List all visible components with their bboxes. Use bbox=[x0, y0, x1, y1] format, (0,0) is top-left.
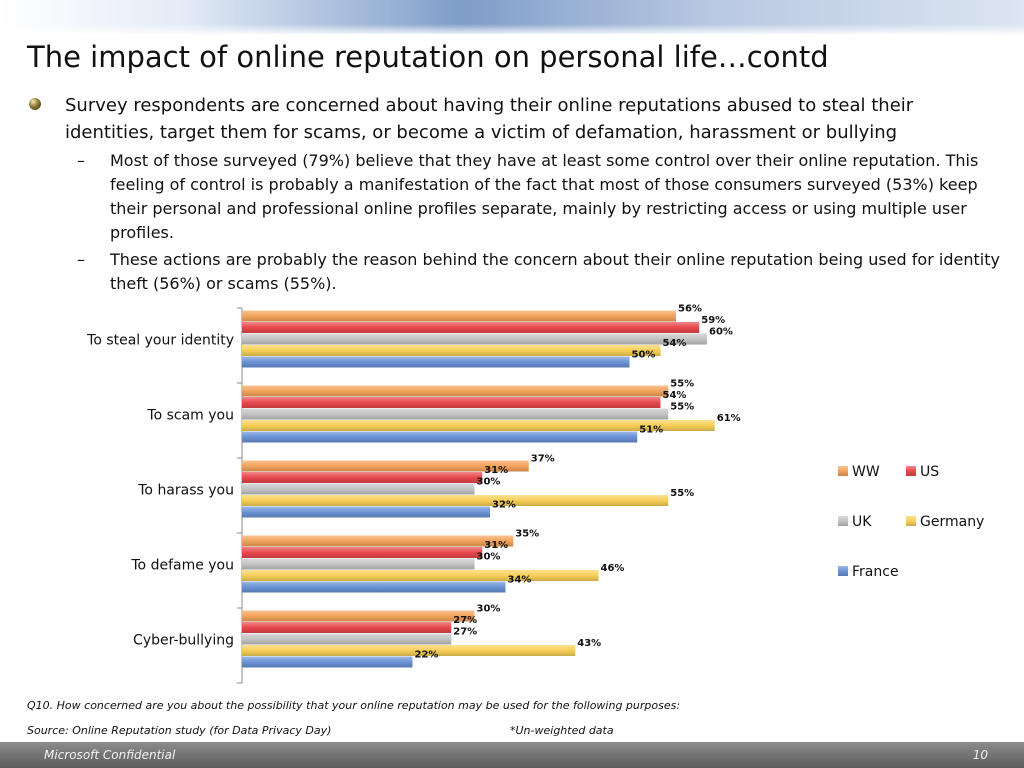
data-label: 46% bbox=[601, 563, 625, 574]
data-label: 31% bbox=[484, 540, 508, 551]
unweighted-note: *Un-weighted data bbox=[510, 724, 614, 737]
bar bbox=[242, 345, 661, 356]
bar bbox=[242, 385, 669, 397]
bar bbox=[242, 322, 700, 333]
data-label: 55% bbox=[670, 488, 694, 499]
slide-title: The impact of online reputation on perso… bbox=[27, 40, 829, 74]
data-label: 37% bbox=[531, 454, 555, 465]
category-label: To defame you bbox=[130, 557, 234, 573]
data-label: 54% bbox=[663, 390, 687, 401]
bar bbox=[242, 408, 669, 420]
data-label: 35% bbox=[515, 529, 539, 540]
legend-swatch bbox=[838, 466, 848, 476]
bar bbox=[242, 558, 475, 570]
legend-swatch bbox=[906, 466, 916, 476]
confidential-label: Microsoft Confidential bbox=[44, 748, 176, 762]
header-banner bbox=[0, 0, 1024, 34]
category-label: To steal your identity bbox=[86, 332, 234, 348]
legend-label: WW bbox=[852, 464, 880, 480]
category-label: To scam you bbox=[146, 407, 234, 423]
bar bbox=[242, 472, 483, 483]
bar bbox=[242, 656, 413, 668]
bar bbox=[242, 506, 490, 518]
sub-bullet-text: These actions are probably the reason be… bbox=[110, 250, 1000, 293]
bar bbox=[242, 333, 707, 345]
bar bbox=[242, 431, 638, 443]
bar bbox=[242, 356, 630, 368]
bullet-item: Survey respondents are concerned about h… bbox=[27, 92, 1007, 146]
bar bbox=[242, 645, 576, 656]
bullet-list: Survey respondents are concerned about h… bbox=[27, 92, 1007, 296]
bar bbox=[242, 570, 599, 581]
bullet-text: Survey respondents are concerned about h… bbox=[65, 95, 914, 143]
data-label: 27% bbox=[453, 627, 477, 638]
bar bbox=[242, 535, 514, 547]
data-label: 61% bbox=[717, 413, 741, 424]
data-label: 43% bbox=[577, 638, 601, 649]
bar bbox=[242, 495, 669, 506]
legend-label: Germany bbox=[920, 514, 984, 530]
legend-label: France bbox=[852, 564, 899, 580]
data-label: 34% bbox=[508, 575, 532, 586]
legend-swatch bbox=[838, 566, 848, 576]
legend-label: US bbox=[920, 464, 939, 480]
bar bbox=[242, 420, 715, 431]
bar bbox=[242, 483, 475, 495]
bar bbox=[242, 622, 452, 633]
data-label: 27% bbox=[453, 615, 477, 626]
dash-icon: – bbox=[77, 151, 85, 170]
data-label: 54% bbox=[663, 338, 687, 349]
bar bbox=[242, 547, 483, 558]
data-label: 60% bbox=[709, 327, 733, 338]
data-label: 59% bbox=[701, 315, 725, 326]
question-footnote: Q10. How concerned are you about the pos… bbox=[27, 699, 681, 712]
bullet-icon bbox=[29, 98, 41, 110]
data-label: 51% bbox=[639, 425, 663, 436]
dash-icon: – bbox=[77, 250, 85, 269]
category-label: Cyber-bullying bbox=[133, 632, 234, 648]
source-note: Source: Online Reputation study (for Dat… bbox=[27, 724, 332, 737]
data-label: 22% bbox=[415, 650, 439, 661]
data-label: 32% bbox=[492, 500, 516, 511]
sub-bullet-item: – These actions are probably the reason … bbox=[27, 248, 1007, 296]
data-label: 55% bbox=[670, 402, 694, 413]
data-label: 50% bbox=[632, 350, 656, 361]
bar bbox=[242, 460, 529, 472]
data-label: 55% bbox=[670, 379, 694, 390]
data-label: 30% bbox=[477, 477, 501, 488]
category-label: To harass you bbox=[137, 482, 234, 498]
bar bbox=[242, 610, 475, 622]
bar bbox=[242, 633, 452, 645]
bar-chart: To steal your identity 56%59%60% 54% 50% To … bbox=[86, 304, 984, 684]
legend-swatch bbox=[838, 516, 848, 526]
data-label: 56% bbox=[678, 304, 702, 315]
page-number: 10 bbox=[972, 748, 988, 762]
legend-label: UK bbox=[852, 514, 872, 530]
sub-bullet-item: – Most of those surveyed (79%) believe t… bbox=[27, 149, 1007, 245]
bar bbox=[242, 397, 661, 408]
data-label: 30% bbox=[477, 552, 501, 563]
footer-bar bbox=[0, 742, 1024, 768]
legend-swatch bbox=[906, 516, 916, 526]
sub-bullet-text: Most of those surveyed (79%) believe tha… bbox=[110, 151, 979, 242]
data-label: 30% bbox=[477, 604, 501, 615]
data-label: 31% bbox=[484, 465, 508, 476]
bar bbox=[242, 310, 676, 322]
bar bbox=[242, 581, 506, 593]
